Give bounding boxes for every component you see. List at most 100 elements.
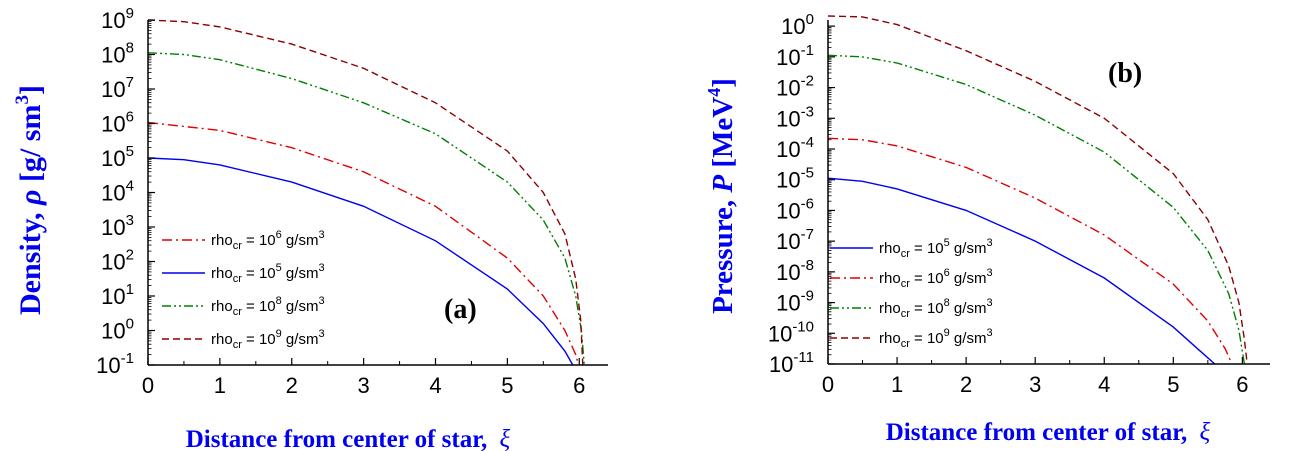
legend-text-part: g/sm: [950, 240, 987, 257]
y-tick-base: 10: [101, 8, 125, 33]
series-line-rho-1e5: [827, 177, 1216, 365]
series-line-rho-1e8: [147, 52, 585, 366]
x-tick-label: 3: [1029, 372, 1041, 397]
y-tick-base: 10: [101, 250, 125, 275]
series-line-rho-1e9: [147, 19, 584, 366]
y-tick-label: 100: [781, 11, 814, 39]
legend-text-part: 3: [318, 262, 324, 274]
y-tick-exponent: 0: [806, 11, 814, 28]
y-axis-title-unit: [MeV: [707, 97, 739, 175]
panel-a-density-chart: 0 1 2 3 4 5 610-110010110210310410510610710810…: [12, 5, 608, 451]
y-tick-exponent: -4: [801, 134, 814, 151]
y-tick-label: 10-11: [769, 349, 814, 377]
x-tick-label: 1: [214, 373, 226, 398]
legend-text-part: cr: [901, 338, 911, 350]
y-tick-exponent: -11: [793, 349, 814, 366]
legend-text-part: g/sm: [282, 265, 319, 282]
legend-text-part: cr: [901, 278, 911, 290]
y-tick-base: 10: [101, 181, 125, 206]
x-axis-title: Distance from center of star, ξ: [886, 419, 1211, 446]
x-tick-label: 3: [358, 373, 370, 398]
y-tick-base: 10: [769, 352, 793, 377]
y-tick-base: 10: [101, 43, 125, 68]
y-tick-base: 10: [96, 353, 120, 378]
x-tick-label: 4: [1098, 372, 1110, 397]
y-tick-base: 10: [768, 321, 792, 346]
y-tick-label: 10-1: [776, 42, 814, 70]
panel-label: (b): [1108, 58, 1142, 89]
y-axis-title-unit-sup: 3: [12, 95, 33, 105]
x-axis-title-symbol: ξ: [1200, 419, 1211, 446]
y-tick-exponent: -5: [801, 165, 814, 182]
x-axis-title-symbol: ξ: [500, 426, 511, 451]
y-tick-label: 10-9: [776, 288, 814, 316]
y-tick-base: 10: [776, 137, 800, 162]
legend-text-part: 3: [318, 295, 324, 307]
y-tick-exponent: -8: [801, 257, 814, 274]
y-tick-label: 105: [101, 143, 134, 171]
y-tick-base: 10: [101, 146, 125, 171]
legend-text-part: rho: [879, 330, 901, 347]
legend-text-part: = 10: [910, 300, 944, 317]
legend-text-part: cr: [233, 339, 243, 351]
y-tick-label: 10-10: [768, 318, 814, 346]
legend-text-part: rho: [211, 331, 233, 348]
y-tick-exponent: 2: [126, 247, 134, 264]
y-tick-exponent: -1: [121, 350, 134, 367]
legend-entry-rho-1e9: rhocr = 109 g/sm3: [211, 328, 325, 351]
legend-text-part: 8: [276, 295, 282, 307]
legend-text-part: rho: [211, 265, 233, 282]
legend-text-part: cr: [901, 248, 911, 260]
y-tick-exponent: -2: [801, 73, 814, 90]
legend-text-part: 3: [318, 229, 324, 241]
y-tick-exponent: 1: [126, 281, 134, 298]
legend-text-part: g/sm: [950, 330, 987, 347]
legend-text-part: = 10: [910, 240, 944, 257]
x-axis-title-text: Distance from center of star,: [186, 426, 494, 451]
legend-text-part: = 10: [910, 270, 944, 287]
y-tick-base: 10: [101, 319, 125, 344]
legend-text-part: 3: [986, 327, 992, 339]
legend-text-part: 9: [276, 328, 282, 340]
y-tick-exponent: -3: [801, 103, 814, 120]
y-tick-label: 107: [101, 74, 134, 102]
y-tick-exponent: 4: [126, 178, 134, 195]
y-tick-label: 101: [101, 281, 134, 309]
legend-text-part: g/sm: [950, 270, 987, 287]
legend-text-part: = 10: [242, 331, 276, 348]
y-tick-label: 10-8: [776, 257, 814, 285]
y-axis-title-text: Density,: [14, 205, 47, 315]
y-tick-label: 108: [101, 40, 134, 68]
y-axis-title-symbol: ρ: [14, 190, 47, 206]
x-tick-label: 2: [960, 372, 972, 397]
y-tick-exponent: 0: [126, 316, 134, 333]
legend-text-part: cr: [233, 240, 243, 252]
legend-text-part: 6: [276, 229, 282, 241]
y-tick-base: 10: [776, 229, 800, 254]
y-axis-title: Density, ρ [g/ sm3]: [12, 85, 47, 315]
legend-entry-rho-1e8: rhocr = 108 g/sm3: [879, 297, 993, 320]
y-tick-label: 103: [101, 212, 134, 240]
panel-label: (a): [444, 294, 477, 325]
y-tick-label: 10-2: [776, 73, 814, 101]
y-tick-base: 10: [776, 76, 800, 101]
legend-text-part: rho: [211, 232, 233, 249]
y-tick-base: 10: [781, 14, 805, 39]
legend-text-part: rho: [879, 300, 901, 317]
series-line-rho-1e9: [827, 15, 1248, 365]
y-tick-exponent: 3: [126, 212, 134, 229]
y-tick-label: 104: [101, 178, 134, 206]
y-tick-exponent: -9: [801, 288, 814, 305]
y-tick-base: 10: [776, 198, 800, 223]
legend-text-part: 5: [944, 237, 950, 249]
x-tick-label: 0: [822, 372, 834, 397]
y-axis-title-symbol: P: [707, 175, 739, 194]
y-axis-title-text: Pressure,: [707, 193, 739, 314]
series-line-rho-1e6: [147, 121, 580, 366]
x-tick-label: 1: [891, 372, 903, 397]
legend-entry-rho-1e6: rhocr = 106 g/sm3: [211, 229, 325, 252]
x-axis-title: Distance from center of star, ξ: [186, 426, 511, 451]
legend-text-part: 3: [986, 297, 992, 309]
y-axis-title-unit-sup: 4: [704, 88, 724, 97]
